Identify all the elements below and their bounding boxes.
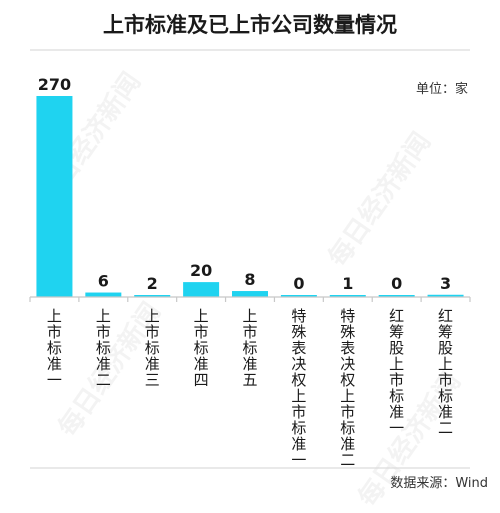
bar [36,96,73,297]
x-tick-label: 上市标准一 [47,307,62,389]
x-tick-label: 特殊表决权上市标准二 [340,307,355,469]
x-tick-label: 上市标准三 [145,307,160,389]
data-label: 0 [293,274,304,293]
source-label: 数据来源：Wind [390,476,488,491]
x-axis-labels: 上市标准一 上市标准二 上市标准三 上市标准四 上市标准五 特殊表决权上市标准一 特殊表决权… [47,307,453,469]
data-label: 0 [391,274,402,293]
data-label: 2 [147,274,158,293]
bar [232,291,268,297]
bar [134,295,171,297]
x-tick-label: 红筹股上市标准二 [438,307,453,437]
bar [85,292,122,297]
chart-title: 上市标准及已上市公司数量情况 [103,13,397,37]
data-label: 8 [244,270,255,289]
data-label: 20 [190,261,212,280]
x-tick-label: 特殊表决权上市标准一 [291,307,306,469]
bar [427,294,464,297]
unit-label: 单位：家 [416,81,468,97]
x-tick-label: 红筹股上市标准一 [389,307,404,437]
data-label: 3 [440,274,451,293]
bar [378,295,415,297]
data-label: 270 [38,75,71,94]
data-label: 6 [98,272,109,291]
bar [329,295,366,297]
value-labels: 270 6 2 20 8 0 1 0 3 [38,75,451,293]
x-tick-label: 上市标准二 [96,307,111,389]
bars-group [36,96,464,297]
x-tick-label: 上市标准五 [242,307,257,389]
data-label: 1 [342,274,353,293]
bar [183,282,220,297]
bar [280,295,317,297]
x-axis-ticks [29,297,471,302]
x-tick-label: 上市标准四 [194,307,209,389]
